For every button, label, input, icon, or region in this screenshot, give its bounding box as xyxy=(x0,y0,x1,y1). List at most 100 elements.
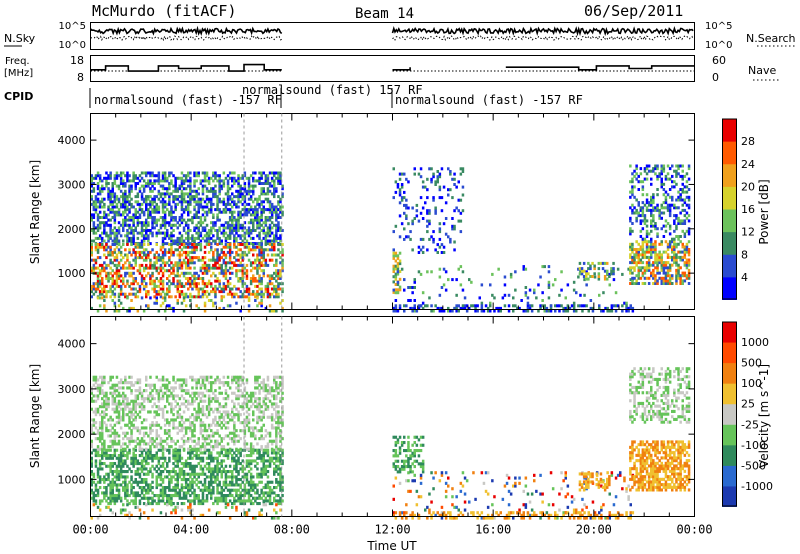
data-cell xyxy=(109,491,112,495)
data-cell xyxy=(153,494,156,498)
data-cell xyxy=(247,454,251,458)
data-cell xyxy=(205,210,209,214)
data-cell xyxy=(489,304,492,308)
data-cell xyxy=(264,182,268,185)
data-cell xyxy=(228,236,232,240)
data-cell xyxy=(130,239,133,243)
data-cell xyxy=(647,282,651,285)
data-cell xyxy=(161,258,165,262)
data-cell xyxy=(470,280,473,284)
data-cell xyxy=(98,478,102,482)
data-cell xyxy=(671,237,674,241)
data-cell xyxy=(243,483,247,487)
data-cell xyxy=(254,179,257,183)
data-cell xyxy=(201,483,205,487)
data-cell xyxy=(635,279,638,283)
data-cell xyxy=(172,239,175,243)
data-cell xyxy=(107,478,110,482)
data-cell xyxy=(199,239,203,243)
data-cell xyxy=(224,284,228,288)
data-cell xyxy=(98,386,102,390)
data-cell xyxy=(103,290,106,294)
data-cell xyxy=(113,250,117,254)
data-cell xyxy=(631,261,634,265)
data-cell xyxy=(635,263,638,267)
data-cell xyxy=(220,187,223,191)
data-cell xyxy=(235,301,238,305)
data-cell xyxy=(105,263,108,267)
data-cell xyxy=(94,176,98,180)
data-cell xyxy=(94,202,98,206)
data-cell xyxy=(662,193,666,197)
data-cell xyxy=(233,502,236,506)
data-cell xyxy=(174,176,177,180)
data-cell xyxy=(247,488,251,492)
data-cell xyxy=(277,208,280,212)
data-cell xyxy=(210,467,213,471)
data-cell xyxy=(205,499,209,503)
data-cell xyxy=(245,478,249,482)
data-cell xyxy=(254,197,257,201)
data-cell xyxy=(166,462,169,466)
data-cell xyxy=(117,464,121,468)
data-cell xyxy=(94,245,98,249)
data-cell xyxy=(241,488,244,492)
data-cell xyxy=(426,209,429,213)
data-cell xyxy=(166,464,169,468)
data-cell xyxy=(270,243,274,246)
data-cell xyxy=(130,253,133,257)
data-cell xyxy=(90,407,93,411)
data-cell xyxy=(228,488,232,492)
data-cell xyxy=(277,202,280,206)
data-cell xyxy=(176,454,179,458)
data-cell xyxy=(683,232,687,236)
data-cell xyxy=(191,256,194,260)
data-cell xyxy=(201,287,205,291)
data-cell xyxy=(419,196,423,200)
colorbar-swatch xyxy=(722,276,737,300)
data-cell xyxy=(187,200,190,204)
data-cell xyxy=(281,250,284,254)
data-cell xyxy=(189,499,192,503)
data-cell xyxy=(201,279,205,283)
data-cell xyxy=(98,256,102,260)
data-cell xyxy=(94,200,98,204)
data-cell xyxy=(191,274,194,278)
data-cell xyxy=(281,248,284,252)
data-cell xyxy=(222,223,226,227)
data-cell xyxy=(666,268,670,272)
data-cell xyxy=(643,276,647,280)
data-cell xyxy=(145,256,148,260)
data-cell xyxy=(400,172,404,176)
data-cell xyxy=(113,454,117,458)
data-cell xyxy=(142,187,146,191)
data-cell xyxy=(455,306,458,310)
data-cell xyxy=(392,280,395,284)
data-cell xyxy=(581,304,584,308)
data-cell xyxy=(449,188,452,192)
data-cell xyxy=(170,192,173,196)
data-cell xyxy=(675,164,678,168)
data-cell xyxy=(176,253,179,257)
data-cell xyxy=(191,243,194,246)
data-cell xyxy=(207,197,211,201)
data-cell xyxy=(645,245,649,249)
data-cell xyxy=(124,184,127,188)
data-cell xyxy=(212,189,215,193)
data-cell xyxy=(226,282,230,286)
data-cell xyxy=(405,235,408,239)
data-cell xyxy=(182,462,186,466)
data-cell xyxy=(103,299,106,302)
data-cell xyxy=(453,177,456,181)
data-cell xyxy=(124,218,127,222)
data-cell xyxy=(621,304,624,308)
data-cell xyxy=(275,226,278,230)
data-cell xyxy=(270,292,274,296)
data-cell xyxy=(149,205,152,209)
data-cell xyxy=(683,214,687,218)
data-cell xyxy=(101,269,104,273)
data-cell xyxy=(147,304,150,308)
data-cell xyxy=(203,210,207,214)
data-cell xyxy=(643,167,647,171)
data-cell xyxy=(681,222,684,225)
